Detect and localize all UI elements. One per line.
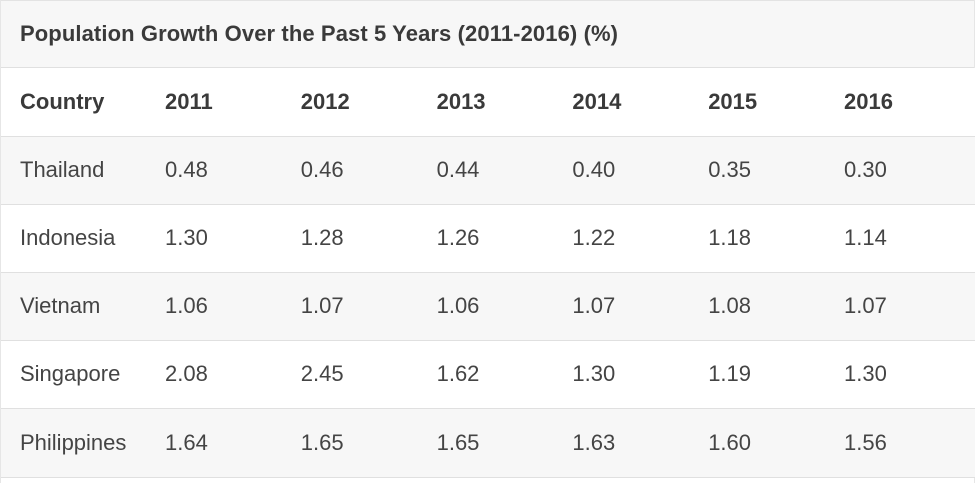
value-cell: 1.56 xyxy=(843,408,975,478)
value-cell: 1.30 xyxy=(572,340,709,409)
value-cell: 1.28 xyxy=(300,204,437,273)
value-cell: 1.19 xyxy=(708,340,844,409)
value-cell: 0.48 xyxy=(165,136,301,205)
column-header-2015: 2015 xyxy=(708,68,844,137)
table-row: Vietnam 1.06 1.07 1.06 1.07 1.08 1.07 xyxy=(1,272,975,341)
value-cell: 1.30 xyxy=(843,340,975,409)
column-header-2013: 2013 xyxy=(436,68,573,137)
value-cell: 1.06 xyxy=(165,272,301,341)
header-row: Country 2011 2012 2013 2014 2015 2016 xyxy=(1,68,975,137)
column-header-2012: 2012 xyxy=(300,68,437,137)
value-cell: 0.30 xyxy=(843,136,975,205)
value-cell: 2.45 xyxy=(300,340,437,409)
table-row: Philippines 1.64 1.65 1.65 1.63 1.60 1.5… xyxy=(1,408,975,478)
value-cell: 0.35 xyxy=(708,136,844,205)
country-cell: Vietnam xyxy=(1,272,165,341)
table-row: Thailand 0.48 0.46 0.44 0.40 0.35 0.30 xyxy=(1,136,975,205)
table-row: Singapore 2.08 2.45 1.62 1.30 1.19 1.30 xyxy=(1,340,975,409)
country-cell: Philippines xyxy=(1,408,165,478)
column-header-2016: 2016 xyxy=(843,68,975,137)
value-cell: 1.22 xyxy=(572,204,709,273)
value-cell: 0.40 xyxy=(572,136,709,205)
value-cell: 1.65 xyxy=(436,408,573,478)
data-table: Country 2011 2012 2013 2014 2015 2016 Th… xyxy=(1,68,975,478)
value-cell: 1.63 xyxy=(572,408,709,478)
value-cell: 1.60 xyxy=(708,408,844,478)
value-cell: 0.44 xyxy=(436,136,573,205)
value-cell: 1.26 xyxy=(436,204,573,273)
country-cell: Singapore xyxy=(1,340,165,409)
value-cell: 1.62 xyxy=(436,340,573,409)
value-cell: 1.07 xyxy=(300,272,437,341)
value-cell: 2.08 xyxy=(165,340,301,409)
value-cell: 1.06 xyxy=(436,272,573,341)
value-cell: 0.46 xyxy=(300,136,437,205)
country-cell: Thailand xyxy=(1,136,165,205)
value-cell: 1.30 xyxy=(165,204,301,273)
table-title: Population Growth Over the Past 5 Years … xyxy=(1,0,974,68)
value-cell: 1.08 xyxy=(708,272,844,341)
column-header-country: Country xyxy=(1,68,165,137)
value-cell: 1.64 xyxy=(165,408,301,478)
value-cell: 1.07 xyxy=(572,272,709,341)
column-header-2011: 2011 xyxy=(165,68,301,137)
country-cell: Indonesia xyxy=(1,204,165,273)
table-row: Indonesia 1.30 1.28 1.26 1.22 1.18 1.14 xyxy=(1,204,975,273)
value-cell: 1.07 xyxy=(843,272,975,341)
value-cell: 1.65 xyxy=(300,408,437,478)
column-header-2014: 2014 xyxy=(572,68,709,137)
value-cell: 1.18 xyxy=(708,204,844,273)
value-cell: 1.14 xyxy=(843,204,975,273)
